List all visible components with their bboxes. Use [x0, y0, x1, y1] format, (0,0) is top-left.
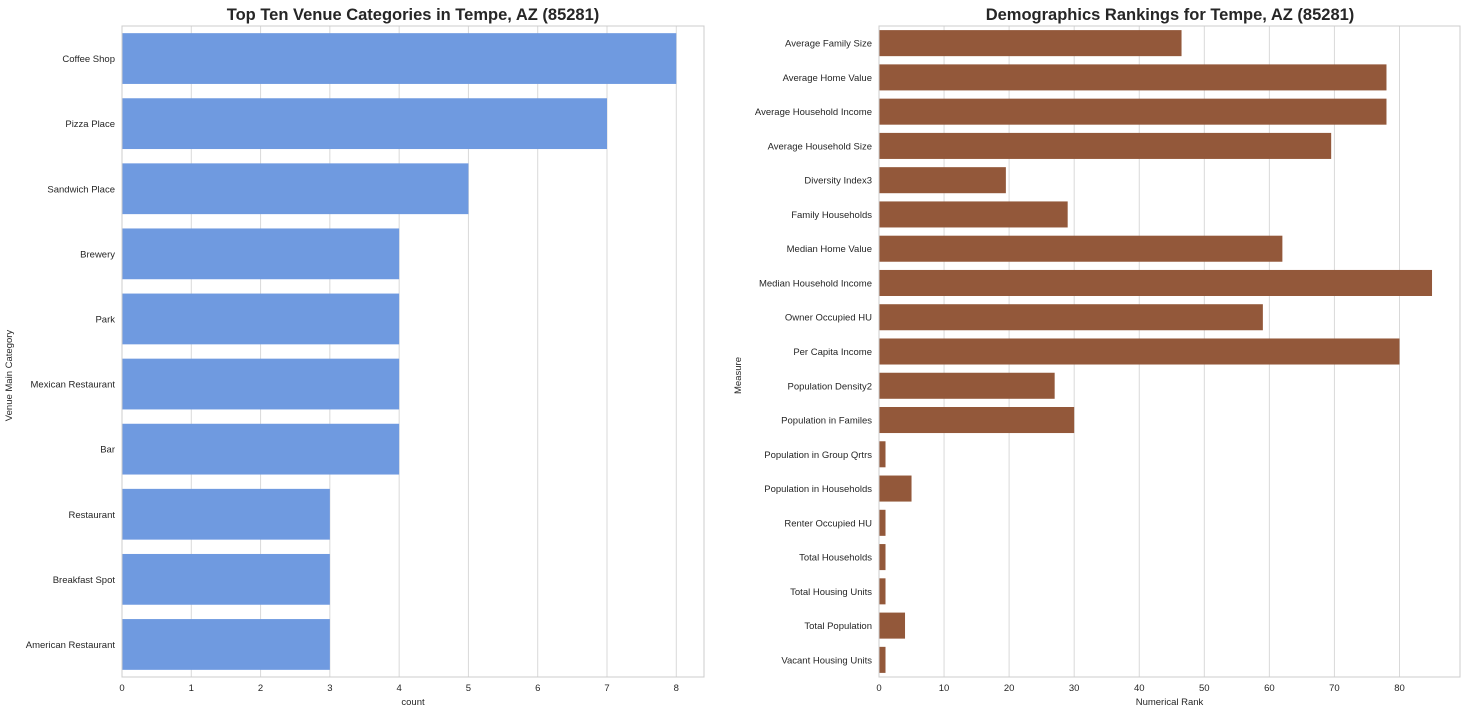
y-tick-label: Median Household Income — [759, 278, 872, 289]
venue-bar-park — [122, 293, 400, 345]
y-tick-label: Park — [95, 314, 115, 325]
y-tick-label: Population in Group Qrtrs — [764, 450, 872, 461]
demographics-rankings-chart: Average Family Size Average Home Value Ave… — [733, 6, 1461, 708]
x-tick-label: 6 — [535, 683, 540, 694]
x-tick-label: 80 — [1394, 683, 1405, 694]
x-tick-label: 30 — [1069, 683, 1080, 694]
venue-categories-chart: Coffee Shop Pizza Place Sandwich Place Brew… — [4, 6, 705, 708]
y-tick-label: Population in Familes — [781, 416, 872, 427]
demographic-bar-owner-occupied-hu — [879, 304, 1263, 331]
y-tick-label: Population in Households — [764, 484, 872, 495]
y-tick-label: American Restaurant — [26, 640, 116, 651]
y-axis-label: Measure — [733, 357, 744, 394]
x-tick-label: 10 — [939, 683, 950, 694]
y-tick-label: Breakfast Spot — [53, 575, 116, 586]
demographic-bar-average-household-size — [879, 132, 1332, 159]
venue-bar-american-restaurant — [122, 619, 330, 670]
plot-frame — [878, 25, 1461, 678]
venue-bar-sandwich-place — [122, 163, 469, 215]
y-tick-label: Brewery — [80, 249, 115, 260]
chart-title: Demographics Rankings for Tempe, AZ (852… — [986, 6, 1355, 24]
y-tick-label: Total Housing Units — [790, 587, 872, 598]
demographic-bar-population-in-households — [879, 475, 912, 502]
y-axis-label: Venue Main Category — [4, 330, 15, 422]
demographic-bar-total-population — [879, 612, 906, 639]
venue-bar-bar — [122, 423, 400, 475]
demographic-bar-total-housing-units — [879, 578, 886, 605]
x-tick-label: 4 — [396, 683, 401, 694]
venue-bar-coffee-shop — [122, 33, 677, 84]
x-tick-label: 60 — [1264, 683, 1275, 694]
x-tick-label: 0 — [119, 683, 124, 694]
y-tick-label: Coffee Shop — [62, 54, 115, 65]
demographic-bar-diversity-index3 — [879, 167, 1006, 194]
x-tick-label: 8 — [674, 683, 679, 694]
plot-frame — [121, 25, 705, 678]
x-tick-label: 20 — [1004, 683, 1015, 694]
demographic-bar-average-household-income — [879, 98, 1387, 125]
demographic-bar-median-household-income — [879, 269, 1433, 296]
y-tick-label: Per Capita Income — [793, 347, 872, 358]
x-tick-label: 7 — [604, 683, 609, 694]
demographic-bar-renter-occupied-hu — [879, 509, 886, 536]
venue-bar-mexican-restaurant — [122, 358, 400, 410]
y-tick-label: Total Households — [799, 553, 872, 564]
x-tick-label: 50 — [1199, 683, 1210, 694]
x-tick-label: 3 — [327, 683, 332, 694]
x-tick-label: 40 — [1134, 683, 1145, 694]
y-tick-label: Median Home Value — [787, 244, 872, 255]
x-axis-label: Numerical Rank — [1136, 697, 1204, 708]
x-tick-label: 2 — [258, 683, 263, 694]
x-tick-label: 1 — [189, 683, 194, 694]
y-tick-label: Average Household Income — [755, 107, 872, 118]
x-axis-label: count — [401, 697, 425, 708]
y-tick-label: Sandwich Place — [47, 184, 115, 195]
venue-bar-brewery — [122, 228, 400, 280]
demographic-bar-average-home-value — [879, 64, 1387, 91]
y-tick-label: Average Family Size — [785, 39, 872, 50]
x-tick-label: 0 — [876, 683, 881, 694]
y-tick-label: Owner Occupied HU — [785, 313, 872, 324]
venue-bar-breakfast-spot — [122, 553, 330, 605]
y-tick-label: Average Home Value — [783, 73, 872, 84]
y-tick-label: Renter Occupied HU — [784, 518, 872, 529]
demographic-bar-population-in-group-qrtrs — [879, 441, 886, 468]
demographic-bar-family-households — [879, 201, 1068, 228]
y-tick-label: Population Density2 — [788, 381, 873, 392]
x-tick-label: 70 — [1329, 683, 1340, 694]
demographic-bar-per-capita-income — [879, 338, 1400, 365]
y-tick-label: Average Household Size — [768, 141, 872, 152]
chart-title: Top Ten Venue Categories in Tempe, AZ (8… — [227, 6, 600, 24]
demographic-bar-vacant-housing-units — [879, 646, 886, 673]
y-tick-label: Bar — [100, 445, 115, 456]
demographic-bar-average-family-size — [879, 30, 1182, 57]
y-tick-label: Vacant Housing Units — [781, 655, 872, 666]
x-tick-label: 5 — [466, 683, 471, 694]
demographic-bar-population-density2 — [879, 372, 1055, 399]
demographic-bar-median-home-value — [879, 235, 1283, 262]
y-tick-label: Pizza Place — [65, 119, 115, 130]
y-tick-label: Family Households — [791, 210, 872, 221]
venue-bar-pizza-place — [122, 98, 607, 150]
y-tick-label: Restaurant — [69, 510, 116, 521]
y-tick-label: Diversity Index3 — [804, 176, 872, 187]
y-tick-label: Total Population — [804, 621, 872, 632]
y-tick-label: Mexican Restaurant — [31, 380, 116, 391]
demographic-bar-population-in-familes — [879, 407, 1075, 434]
demographic-bar-total-households — [879, 544, 886, 571]
venue-bar-restaurant — [122, 488, 330, 540]
